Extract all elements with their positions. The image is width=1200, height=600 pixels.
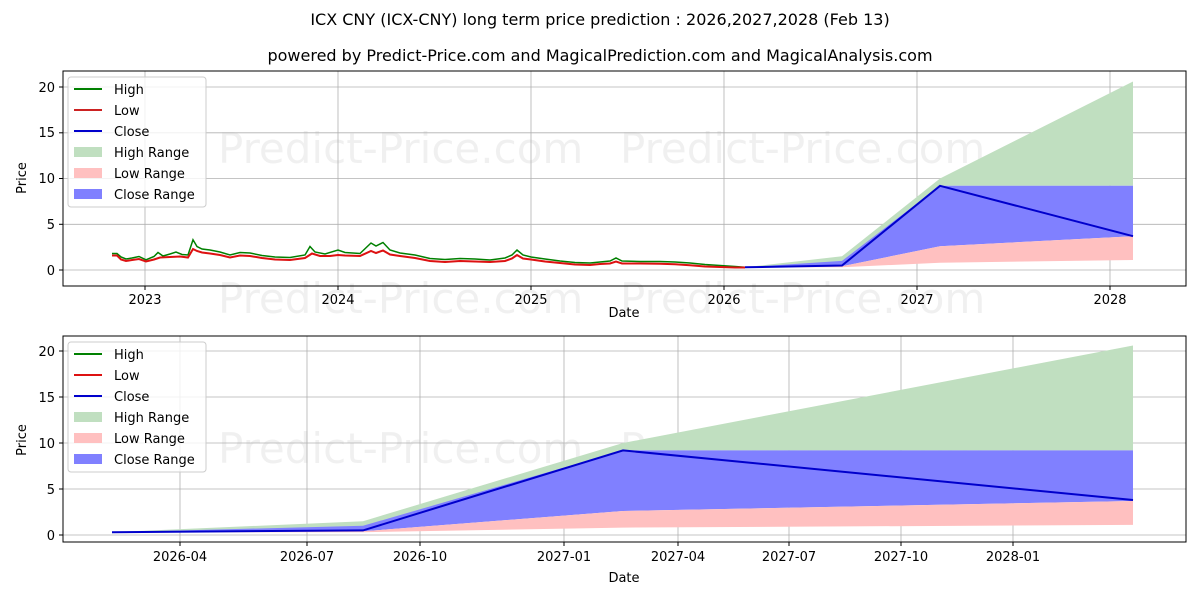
legend-label: Low <box>114 369 140 384</box>
x-tick-label: 2026-10 <box>393 550 447 565</box>
y-tick-label: 0 <box>47 529 55 544</box>
legend-swatch-low-range <box>74 168 102 178</box>
x-tick-label: 2027-10 <box>874 550 928 565</box>
legend-label: High Range <box>114 411 189 426</box>
chart-title: ICX CNY (ICX-CNY) long term price predic… <box>310 10 890 29</box>
close-range-area <box>112 450 1133 533</box>
x-tick-label: 2027-07 <box>762 550 816 565</box>
y-axis-label: Price <box>15 424 30 456</box>
y-tick-label: 20 <box>38 81 55 96</box>
watermark: Predict-Price.com <box>620 274 985 323</box>
bottom-plot-frame <box>62 335 1187 543</box>
high-line <box>112 238 746 269</box>
x-tick-label: 2028-01 <box>986 550 1040 565</box>
y-tick-label: 15 <box>38 391 55 406</box>
y-tick-label: 10 <box>38 172 55 187</box>
x-axis-label: Date <box>608 571 639 586</box>
legend-swatch-low-range <box>74 433 102 443</box>
y-tick-label: 20 <box>38 345 55 360</box>
legend-label: Low <box>114 104 140 119</box>
y-axis-label: Price <box>15 162 30 194</box>
close-line <box>111 449 1134 534</box>
bottom-x-axis: 2026-04 2026-07 2026-10 2027-01 2027-04 … <box>153 542 1040 586</box>
legend-label: Low Range <box>114 432 185 447</box>
y-tick-label: 10 <box>38 437 55 452</box>
x-tick-label: 2026-04 <box>153 550 207 565</box>
low-line <box>112 247 745 269</box>
close-line <box>744 184 1134 269</box>
bottom-chart: Predict-Price.com Predict-Price.com 0 <box>15 335 1187 586</box>
legend-label: Close <box>114 390 149 405</box>
y-tick-label: 5 <box>47 483 55 498</box>
legend-swatch-high-range <box>74 412 102 422</box>
legend-label: Close Range <box>114 453 195 468</box>
x-tick-label: 2027-01 <box>537 550 591 565</box>
x-axis-label: Date <box>608 306 639 321</box>
x-tick-label: 2027-04 <box>651 550 705 565</box>
watermark: Predict-Price.com <box>218 424 583 473</box>
legend-swatch-high-range <box>74 147 102 157</box>
x-tick-label: 2026-07 <box>280 550 334 565</box>
close-range-area <box>745 185 1133 268</box>
high-range-area <box>112 345 1133 533</box>
chart-subtitle: powered by Predict-Price.com and Magical… <box>267 46 933 65</box>
top-chart: Predict-Price.com Predict-Price.com Pred… <box>15 70 1187 323</box>
x-tick-label: 2028 <box>1093 293 1126 308</box>
x-tick-label: 2024 <box>321 293 354 308</box>
legend-label: High <box>114 83 144 98</box>
bottom-legend: High Low Close High Range Low Range Clos… <box>67 341 207 473</box>
top-y-axis: 0 5 10 15 20 Price <box>15 81 63 279</box>
bottom-y-axis: 0 5 10 15 20 Price <box>15 345 63 544</box>
low-range-area <box>745 236 1133 268</box>
x-tick-label: 2025 <box>514 293 547 308</box>
top-legend: High Low Close High Range Low Range Clos… <box>67 76 207 208</box>
legend-label: High <box>114 348 144 363</box>
watermark: Predict-Price.com <box>218 274 583 323</box>
legend-label: Close Range <box>114 188 195 203</box>
legend-swatch-close-range <box>74 454 102 464</box>
y-tick-label: 5 <box>47 218 55 233</box>
legend-label: High Range <box>114 146 189 161</box>
top-x-axis: 2023 2024 2025 2026 2027 2028 Date <box>128 286 1127 321</box>
watermark: Predict-Price.com <box>218 124 583 173</box>
x-tick-label: 2027 <box>900 293 933 308</box>
x-tick-label: 2026 <box>707 293 740 308</box>
y-tick-label: 15 <box>38 126 55 141</box>
high-range-area <box>745 81 1133 268</box>
legend-label: Close <box>114 125 149 140</box>
low-range-area <box>112 501 1133 533</box>
y-tick-label: 0 <box>47 264 55 279</box>
legend-label: Low Range <box>114 167 185 182</box>
watermark: Predict-Price.com <box>620 124 985 173</box>
x-tick-label: 2023 <box>128 293 161 308</box>
legend-swatch-close-range <box>74 189 102 199</box>
